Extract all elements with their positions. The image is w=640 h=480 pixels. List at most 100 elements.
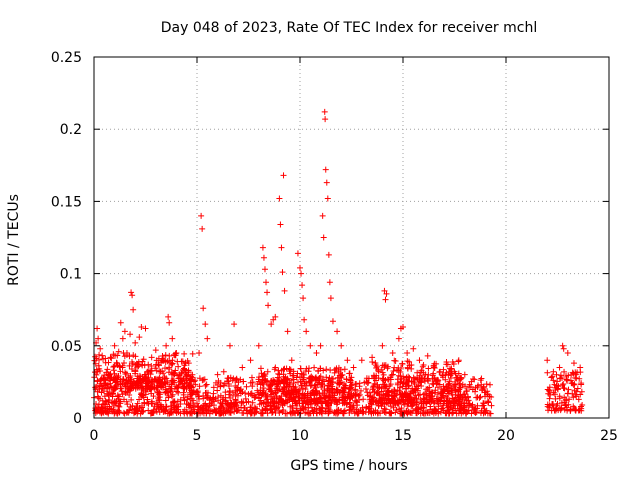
data-point (549, 373, 556, 380)
data-point (567, 406, 574, 413)
data-point (576, 407, 583, 414)
data-point (252, 409, 259, 416)
data-point (263, 393, 270, 400)
data-point (132, 368, 139, 375)
data-point (302, 409, 309, 416)
data-point (573, 393, 580, 400)
data-point (281, 287, 288, 294)
data-point (168, 385, 175, 392)
data-point (376, 391, 383, 398)
data-point (455, 370, 462, 377)
data-point (299, 400, 306, 407)
data-point (340, 389, 347, 396)
data-point (203, 407, 210, 414)
data-point (358, 357, 365, 364)
data-point (220, 368, 227, 375)
data-point (397, 408, 404, 415)
data-point (122, 388, 129, 395)
data-point (290, 368, 297, 375)
data-point (162, 386, 169, 393)
data-point (568, 371, 575, 378)
data-point (346, 386, 353, 393)
data-point (283, 410, 290, 417)
y-tick-label: 0.1 (60, 267, 82, 283)
data-point (128, 384, 135, 391)
data-point (325, 410, 332, 417)
data-point (173, 350, 180, 357)
data-point (261, 373, 268, 380)
data-point (161, 374, 168, 381)
data-point (255, 342, 262, 349)
data-point (551, 381, 558, 388)
data-point (391, 357, 398, 364)
data-point (185, 404, 192, 411)
data-point (210, 390, 217, 397)
data-point (185, 367, 192, 374)
data-point (559, 382, 566, 389)
data-point (220, 382, 227, 389)
data-point (404, 400, 411, 407)
data-point (391, 364, 398, 371)
data-point (126, 407, 133, 414)
data-point (414, 369, 421, 376)
data-point (307, 410, 314, 417)
data-point (319, 410, 326, 417)
data-point (259, 244, 266, 251)
data-point (248, 374, 255, 381)
data-point (171, 404, 178, 411)
data-point (576, 375, 583, 382)
data-point (267, 382, 274, 389)
data-point (136, 396, 143, 403)
data-point (123, 370, 130, 377)
data-point (166, 319, 173, 326)
data-point (223, 400, 230, 407)
data-point (276, 398, 283, 405)
data-point (379, 397, 386, 404)
data-point (212, 409, 219, 416)
data-point (483, 407, 490, 414)
data-point (138, 390, 145, 397)
data-point (326, 388, 333, 395)
data-point (467, 383, 474, 390)
data-point (322, 166, 329, 173)
chart-title: Day 048 of 2023, Rate Of TEC Index for r… (161, 20, 537, 36)
data-point (119, 335, 126, 342)
data-point (317, 373, 324, 380)
data-point (313, 405, 320, 412)
data-point (337, 379, 344, 386)
data-point (461, 391, 468, 398)
data-point (322, 116, 329, 123)
data-point (364, 380, 371, 387)
axis-ticks: 0 5 10 15 20 25 0 0.05 0.1 0.15 0.2 0.25 (51, 50, 618, 444)
data-point (112, 376, 119, 383)
data-point (222, 394, 229, 401)
data-point (240, 409, 247, 416)
data-point (149, 408, 156, 415)
data-point (120, 409, 127, 416)
data-point (379, 407, 386, 414)
data-point (357, 387, 364, 394)
data-point (334, 328, 341, 335)
data-point (111, 386, 118, 392)
data-point (300, 295, 307, 302)
data-point (448, 365, 455, 372)
data-point (204, 392, 211, 399)
data-point (215, 378, 222, 385)
data-point (136, 377, 143, 384)
data-point (409, 385, 416, 392)
data-point (383, 290, 390, 297)
data-point (573, 375, 580, 382)
data-point (121, 353, 128, 360)
data-point (185, 382, 192, 389)
data-point (357, 407, 364, 414)
data-point (175, 381, 182, 388)
data-point (117, 381, 124, 388)
data-point (311, 364, 318, 371)
data-point (169, 377, 176, 384)
data-point (546, 388, 553, 395)
data-point (114, 362, 121, 369)
data-point (439, 392, 446, 399)
data-point (181, 350, 188, 357)
data-point (145, 361, 152, 368)
data-point (382, 376, 389, 383)
